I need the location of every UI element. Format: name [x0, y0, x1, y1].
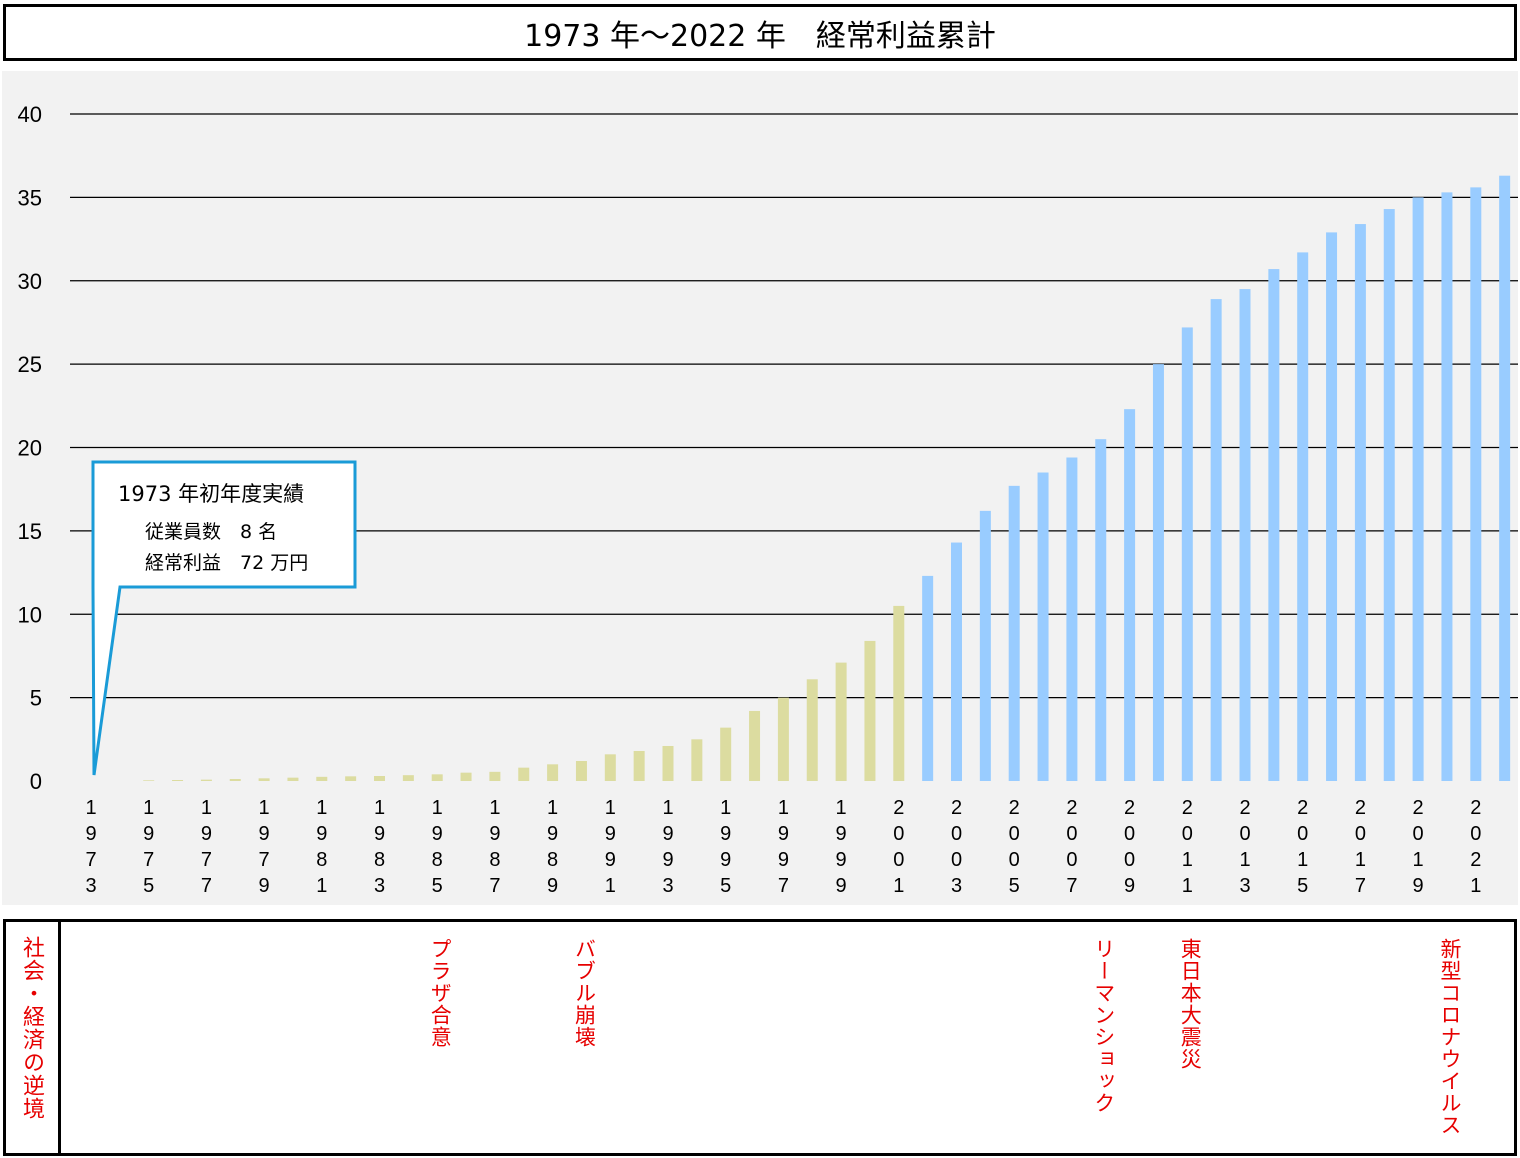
y-tick-label: 5	[30, 686, 42, 711]
bar-2014	[1268, 269, 1280, 781]
y-tick-label: 40	[18, 102, 42, 127]
bar-2010	[1152, 364, 1164, 781]
bar-2009	[1124, 409, 1136, 781]
y-tick-label: 0	[30, 769, 42, 794]
chart-title: 1973 年～2022 年 経常利益累計	[524, 18, 996, 54]
event-label-2020: 新型コロナウイルス	[1437, 938, 1462, 1136]
callout-profit: 経常利益 72 万円	[145, 552, 308, 574]
y-tick-label: 25	[18, 352, 42, 377]
chart-title-box: 1973 年～2022 年 経常利益累計	[3, 4, 1517, 61]
bar-1978	[229, 778, 241, 781]
bar-1999	[835, 662, 847, 781]
bar-2001	[893, 605, 905, 781]
bar-1976	[172, 779, 184, 781]
bar-1980	[287, 777, 299, 781]
bar-2022	[1499, 175, 1511, 781]
bar-1994	[691, 739, 703, 781]
y-tick-label: 15	[18, 519, 42, 544]
events-row-label: 社会・経済の逆境	[19, 936, 44, 1120]
event-label-2008: リーマンショック	[1091, 938, 1116, 1114]
bar-2005	[1008, 485, 1020, 781]
bar-2012	[1210, 299, 1222, 781]
y-tick-label: 35	[18, 185, 42, 210]
callout-heading: 1973 年初年度実績	[118, 482, 304, 506]
bar-1992	[633, 750, 645, 781]
bar-2021	[1470, 187, 1482, 781]
bar-chart: 0 5 10 15 20 25 30 35 40 1 9 7 3 1 9 7 5 1 9 7 7 1 9 7 9 1 9 8 1 1 9 8 3…	[18, 102, 1518, 897]
bar-2004	[979, 510, 991, 781]
y-tick-label: 10	[18, 602, 42, 627]
bar-1989	[547, 764, 559, 781]
bar-1997	[777, 697, 789, 781]
bar-1998	[806, 679, 818, 781]
bar-1990	[575, 760, 587, 781]
event-label-1985: プラザ合意	[428, 938, 453, 1048]
bar-2020	[1441, 192, 1453, 781]
bar-1986	[460, 772, 472, 781]
y-tick-label: 20	[18, 436, 42, 461]
events-panel: 社会・経済の逆境 プラザ合意 バブル崩壊 リーマンショック 東日本大震災 新型コロナウイ…	[3, 919, 1517, 1156]
bar-1985	[431, 774, 443, 781]
bar-2007	[1066, 457, 1078, 781]
bar-2016	[1326, 232, 1338, 781]
callout-bubble	[91, 460, 357, 776]
bar-1991	[604, 754, 616, 781]
y-tick-label: 30	[18, 269, 42, 294]
bar-1987	[489, 771, 501, 781]
bar-1983	[374, 775, 385, 781]
bar-1996	[749, 710, 761, 781]
bar-2019	[1412, 197, 1424, 781]
bar-1995	[720, 727, 732, 781]
bar-2011	[1181, 327, 1193, 781]
bar-1982	[345, 776, 357, 781]
bar-2000	[864, 640, 876, 781]
bar-2003	[951, 542, 962, 781]
bar-2006	[1037, 472, 1049, 781]
bar-1993	[662, 745, 674, 781]
bar-1977	[200, 779, 212, 781]
bar-1984	[402, 775, 414, 781]
bar-1988	[518, 767, 530, 781]
bar-2013	[1239, 289, 1251, 781]
bar-2018	[1383, 209, 1395, 782]
bar-1975	[143, 780, 155, 781]
bar-2008	[1095, 439, 1107, 781]
chart-panel: 0 5 10 15 20 25 30 35 40 1 9 7 3 1 9 7 5 1 9 7 7 1 9 7 9 1 9 8 1 1 9 8 3…	[2, 71, 1518, 905]
bar-1979	[258, 778, 270, 781]
bar-2002	[922, 575, 934, 781]
bar-2017	[1354, 224, 1366, 781]
bar-1981	[316, 776, 328, 781]
callout-employees: 従業員数 8 名	[145, 521, 277, 543]
event-label-1990: バブル崩壊	[572, 938, 597, 1048]
bar-2015	[1297, 252, 1309, 782]
events-divider	[58, 922, 61, 1153]
event-label-2011: 東日本大震災	[1178, 938, 1203, 1070]
